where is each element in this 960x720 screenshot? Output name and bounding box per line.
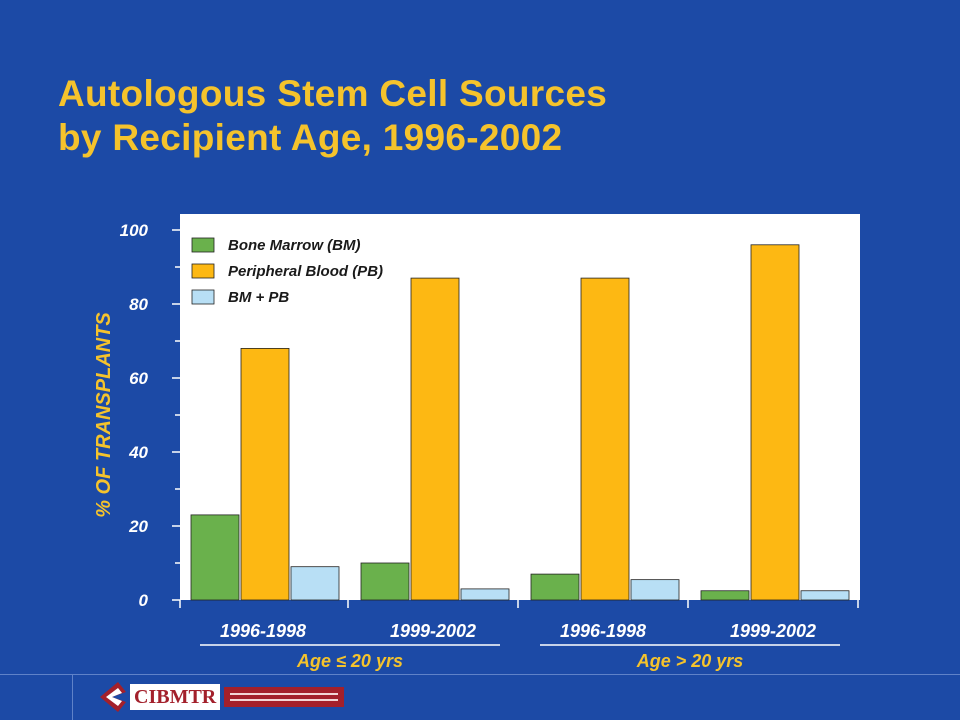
y-tick-label: 20 xyxy=(128,517,148,536)
bar-1-0 xyxy=(240,347,290,601)
bar-1-2 xyxy=(580,277,630,601)
y-tick-label: 80 xyxy=(129,295,148,314)
logo-mark-icon xyxy=(98,680,128,714)
x-category-label: 1996-1998 xyxy=(560,621,646,641)
footer-vertical-divider xyxy=(72,674,73,720)
bar-2-2 xyxy=(630,579,680,601)
y-tick-label: 40 xyxy=(128,443,148,462)
group-label: Age > 20 yrs xyxy=(636,651,744,671)
bar-0-2 xyxy=(530,573,580,601)
title-line-2: by Recipient Age, 1996-2002 xyxy=(58,117,563,158)
bar-2-3 xyxy=(800,590,850,601)
bar-0-3 xyxy=(700,590,750,601)
title-line-1: Autologous Stem Cell Sources xyxy=(58,73,608,114)
slide-title: Autologous Stem Cell Sources by Recipien… xyxy=(58,72,607,160)
cibmtr-logo: CIBMTR xyxy=(98,680,398,714)
legend-swatch xyxy=(191,263,215,279)
legend-swatch xyxy=(191,237,215,253)
x-category-label: 1999-2002 xyxy=(730,621,816,641)
logo-tagline-graphic xyxy=(224,687,345,707)
plot-area xyxy=(180,214,860,600)
logo-text: CIBMTR xyxy=(130,684,221,710)
bar-2-1 xyxy=(460,588,510,601)
footer-divider xyxy=(0,674,960,675)
y-tick-label: 100 xyxy=(120,221,149,240)
bar-1-3 xyxy=(750,244,800,601)
y-tick-label: 0 xyxy=(139,591,149,610)
legend-label: BM + PB xyxy=(228,289,289,306)
x-category-label: 1999-2002 xyxy=(390,621,476,641)
bar-2-0 xyxy=(290,566,340,601)
x-category-label: 1996-1998 xyxy=(220,621,306,641)
group-label: Age ≤ 20 yrs xyxy=(296,651,403,671)
legend-label: Bone Marrow (BM) xyxy=(228,237,361,254)
bar-0-1 xyxy=(360,562,410,601)
y-tick-label: 60 xyxy=(129,369,148,388)
legend-label: Peripheral Blood (PB) xyxy=(228,263,383,280)
y-axis-label: % OF TRANSPLANTS xyxy=(93,312,115,518)
bar-0-0 xyxy=(190,514,240,601)
legend-swatch xyxy=(191,289,215,305)
bar-1-1 xyxy=(410,277,460,601)
